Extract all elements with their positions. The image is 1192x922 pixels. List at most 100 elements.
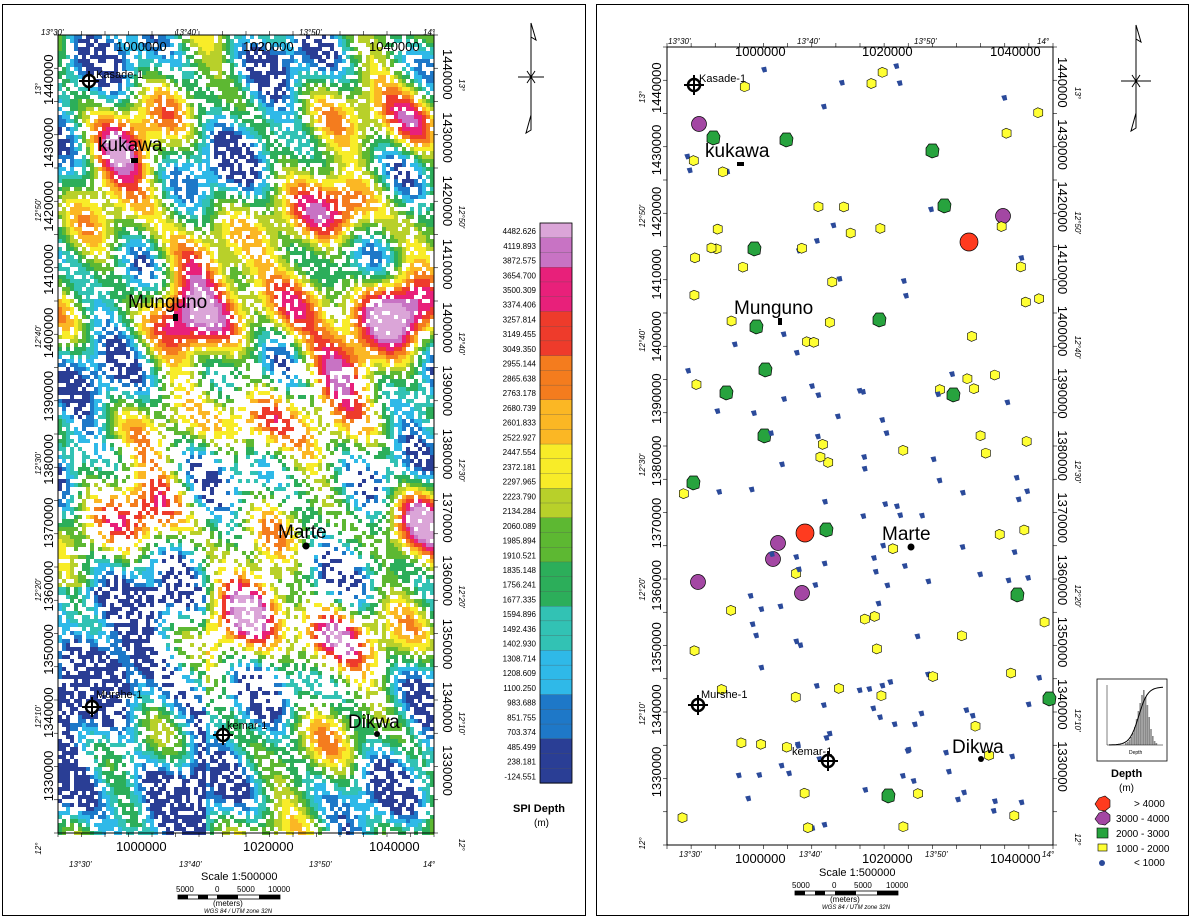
histogram-xlabel: Depth [1129,750,1143,756]
legend-value: 3500.309 [503,286,537,295]
grid-ticks [54,31,438,837]
deg-side-label: 13° [34,82,43,95]
deg-top-4: 14° [423,28,436,37]
legend-swatch [539,753,573,769]
deg-bottom-3: 13°50' [309,860,332,869]
well-murshe-1: Murshe-1 [82,689,142,717]
legend-label: > 4000 [1134,799,1165,810]
deg-side-label: 12°30' [34,452,43,475]
deg-side-label: 12°40' [457,332,466,355]
deg-side-label: 13° [457,79,466,92]
utm-side-label: 1340000 [41,687,56,738]
map-neatline [666,46,1054,846]
deg-bottom-4: 14° [1042,850,1055,859]
legend-value: 1677.335 [503,595,537,604]
deg-bottom-1: 13°30' [69,860,92,869]
utm-side-label: 1350000 [1055,617,1070,668]
deg-side-label: 12°20' [1073,585,1082,608]
deg-side-label: 12°20' [34,578,43,601]
utm-side-label: 1430000 [41,118,56,169]
scale-unit: (meters) [830,895,860,904]
legend-value: 1402.930 [503,640,537,649]
deg-side-label: 12°10' [1073,709,1082,732]
deg-top-1: 13°30' [41,28,64,37]
depth-points [677,63,1057,834]
legend-value: 3149.455 [503,330,537,339]
town-marker [978,756,984,762]
place-kukawa: kukawa [98,135,163,156]
deg-side-label: 12°50' [457,206,466,229]
utm-side-label: 1420000 [1055,181,1070,232]
utm-side-label: 1380000 [41,434,56,485]
place-munguno: Munguno [734,298,813,319]
deg-side-label: 12°10' [638,702,647,725]
town-marker [778,318,782,325]
utm-side-label: 1330000 [649,747,664,798]
legend-swatch [539,488,573,504]
deg-side-label: 12° [638,837,647,850]
utm-side-label: 1330000 [41,751,56,802]
scale-tick: 5000 [176,885,194,894]
north-arrow [518,22,544,135]
legend-swatch [539,384,573,401]
legend-swatch [1094,795,1111,812]
deg-side-label: 12°40' [1073,336,1082,359]
utm-side-label: 1400000 [41,308,56,359]
utm-top-1: 1000000 [116,39,167,54]
legend-value: 1492.436 [503,625,537,634]
legend-label: 2000 - 3000 [1116,829,1170,840]
legend-swatch [539,222,573,239]
deg-bottom-2: 13°40' [179,860,202,869]
utm-side-label: 1380000 [649,436,664,487]
legend-swatch [539,267,573,283]
utm-side-label: 1390000 [440,366,455,417]
place-kukawa: kukawa [705,141,770,162]
utm-side-label: 1410000 [1055,244,1070,295]
legend-class-1: > 4000 [1094,795,1165,812]
utm-bottom-2: 1020000 [862,851,913,866]
scale-tick: 0 [832,881,837,890]
scale-tick: 5000 [237,885,255,894]
town-marker [374,731,380,737]
well-label: Kasade-1 [96,69,143,81]
utm-side-label: 1430000 [440,112,455,163]
utm-side-label: 1420000 [41,181,56,232]
projection-label: WGS 84 / UTM zone 32N [204,909,273,915]
utm-side-label: 1330000 [1055,741,1070,792]
scale-tick: 5000 [792,881,810,890]
well-kasade-1: Kasade-1 [79,69,143,91]
legend-swatch [539,340,573,357]
legend-value: 1594.896 [503,610,537,619]
utm-top-2: 1020000 [243,39,294,54]
scale-tick: 10000 [886,881,909,890]
deg-top-3: 13°50' [914,37,937,46]
place-munguno: Munguno [128,292,207,313]
place-marte: Marte [882,524,931,545]
town-marker [173,314,178,321]
utm-side-label: 1330000 [440,745,455,796]
well-label: Kasade-1 [699,73,746,85]
place-marte: Marte [278,522,327,543]
scale-tick: 5000 [854,881,872,890]
legend-value: 1100.250 [503,684,536,693]
deg-side-label: 12°50' [34,199,43,222]
legend-value: 2297.965 [503,478,537,487]
utm-side-label: 1400000 [440,302,455,353]
legend-value: 3374.406 [503,301,537,310]
legend-swatch [539,414,573,430]
utm-side-label: 1340000 [440,682,455,733]
town-marker [131,158,138,163]
legend-value: 983.688 [507,699,536,708]
utm-side-label: 1410000 [41,244,56,295]
spi-depth-legend: 4482.626 4119.893 3872.575 3654.700 3500.309… [503,222,573,784]
deg-side-label: 12°10' [34,705,43,728]
deg-top-4: 14° [1037,37,1050,46]
deg-top-3: 13°50' [299,28,322,37]
utm-top-2: 1020000 [862,44,913,59]
legend-swatch [539,723,573,740]
utm-side-label: 1370000 [1055,492,1070,543]
deg-top-1: 13°30' [668,37,691,46]
scale-unit: (meters) [213,899,243,908]
legend-value: 2060.089 [503,522,537,531]
legend-swatch [539,237,573,254]
